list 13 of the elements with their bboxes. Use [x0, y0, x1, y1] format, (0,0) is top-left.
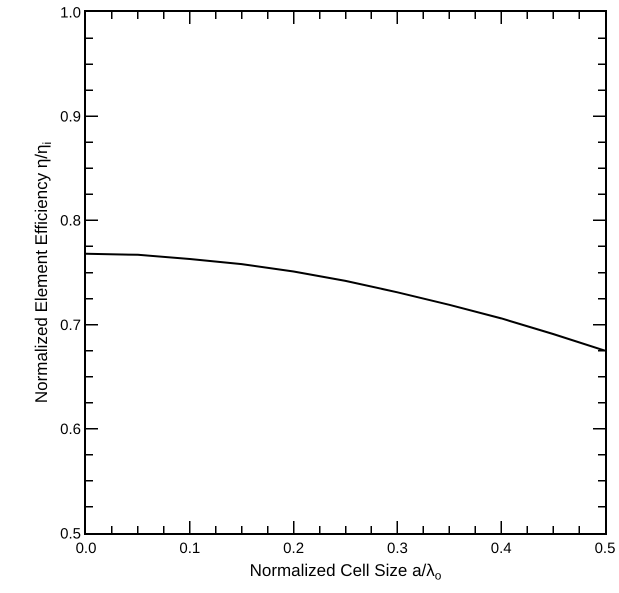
x-axis-title: Normalized Cell Size a/λ$_{o}$	[250, 560, 442, 582]
y-tick-label: 0.7	[60, 316, 81, 334]
x-tick-label: 0.0	[76, 540, 96, 557]
y-tick-label: 0.5	[60, 525, 81, 542]
x-tick-label: 0.2	[283, 540, 304, 557]
y-tick-label: 1.0	[60, 4, 81, 22]
y-tick-label: 0.6	[60, 421, 81, 438]
y-tick-label: 0.9	[60, 108, 81, 126]
x-tick-label: 0.4	[490, 540, 512, 557]
x-tick-label: 0.1	[179, 540, 200, 557]
y-tick-label: 0.8	[60, 212, 81, 230]
x-tick-label: 0.5	[594, 540, 616, 557]
x-tick-label: 0.3	[386, 540, 408, 557]
